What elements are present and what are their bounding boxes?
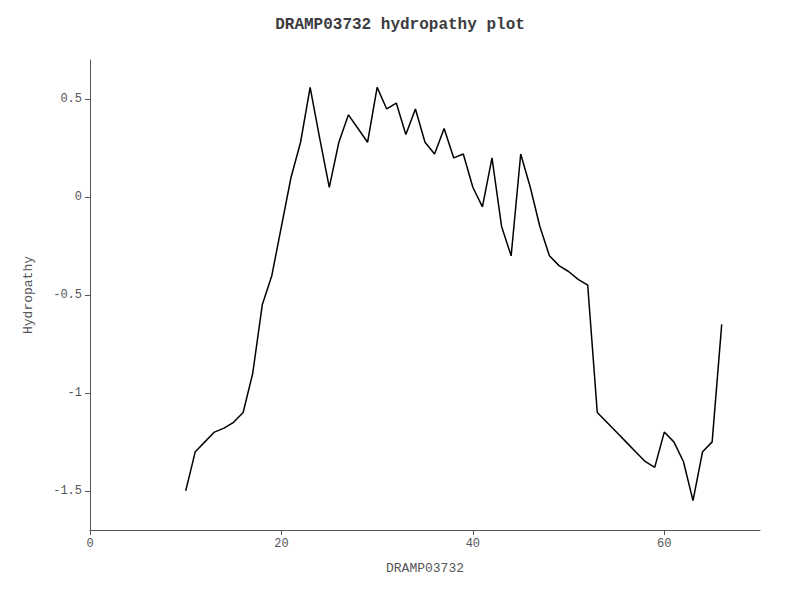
- svg-text:Hydropathy: Hydropathy: [21, 256, 36, 334]
- svg-text:0: 0: [75, 190, 82, 204]
- svg-text:0.5: 0.5: [60, 92, 82, 106]
- svg-text:20: 20: [274, 537, 288, 551]
- svg-text:-1: -1: [68, 386, 82, 400]
- svg-text:40: 40: [466, 537, 480, 551]
- svg-text:0: 0: [86, 537, 93, 551]
- svg-text:-0.5: -0.5: [53, 288, 82, 302]
- svg-text:-1.5: -1.5: [53, 484, 82, 498]
- svg-text:DRAMP03732 hydropathy plot: DRAMP03732 hydropathy plot: [275, 16, 525, 34]
- svg-text:DRAMP03732: DRAMP03732: [386, 561, 464, 576]
- svg-text:60: 60: [657, 537, 671, 551]
